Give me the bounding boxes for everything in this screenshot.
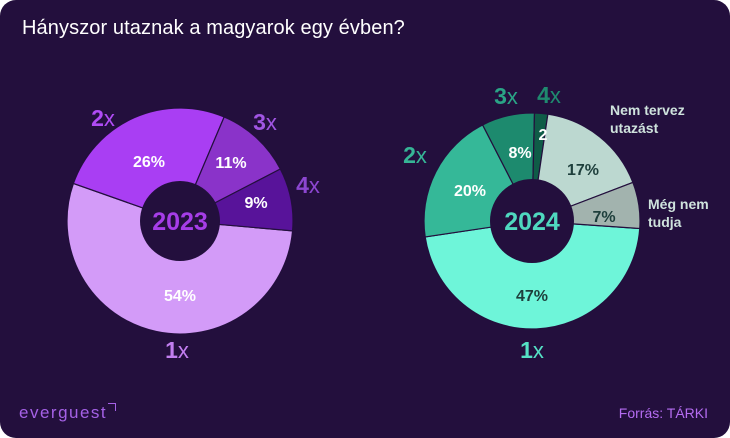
center-year-label: 2023 — [152, 208, 208, 236]
category-label: 1x — [165, 337, 189, 363]
category-label: utazást — [610, 120, 659, 136]
category-label: 4x — [537, 82, 561, 108]
category-label: 4x — [296, 172, 320, 198]
slice-value-label: 26% — [133, 154, 165, 171]
category-label: 2x — [403, 142, 427, 168]
logo-text: everguest — [19, 403, 108, 422]
category-number: 2 — [91, 105, 104, 131]
slice-value-label: 54% — [164, 288, 196, 305]
category-label: 3x — [253, 109, 277, 135]
category-label: 1x — [520, 337, 544, 363]
everguest-logo: everguest — [19, 403, 117, 423]
category-number: 4 — [296, 172, 309, 198]
category-suffix: x — [266, 110, 277, 135]
slice-value-label: 7% — [592, 209, 615, 226]
center-year-label: 2024 — [504, 208, 560, 236]
slice-value-label: 47% — [516, 288, 548, 305]
category-label: Még nem — [648, 196, 709, 212]
category-label: 3x — [494, 83, 518, 109]
category-suffix: x — [550, 83, 561, 108]
donut-hole — [490, 179, 574, 263]
slice-value-label: 8% — [508, 145, 531, 162]
slice-value-label: 11% — [215, 155, 246, 172]
chart-title: Hányszor utaznak a magyarok egy évben? — [22, 17, 405, 39]
category-label: tudja — [648, 214, 682, 230]
category-number: 1 — [520, 337, 533, 363]
slice-value-label: 20% — [454, 183, 486, 200]
category-suffix: x — [533, 338, 544, 363]
category-number: 3 — [253, 109, 266, 135]
category-number: 1 — [165, 337, 178, 363]
logo-corner-mark — [108, 403, 117, 411]
category-label: Nem tervez — [610, 102, 685, 118]
category-suffix: x — [178, 338, 189, 363]
slice-value-label: 9% — [244, 195, 267, 212]
donut-hole — [140, 181, 220, 261]
slice-1x — [424, 220, 641, 330]
category-suffix: x — [416, 143, 427, 168]
category-number: 3 — [494, 83, 507, 109]
category-suffix: x — [104, 106, 115, 131]
category-number: 2 — [403, 142, 416, 168]
source-note: Forrás: TÁRKI — [618, 405, 708, 421]
category-suffix: x — [309, 173, 320, 198]
category-number: 4 — [537, 82, 550, 108]
category-label: 2x — [91, 105, 115, 131]
category-suffix: x — [507, 84, 518, 109]
slice-value-label: 17% — [567, 162, 599, 179]
slice-value-label: 2 — [539, 127, 548, 144]
